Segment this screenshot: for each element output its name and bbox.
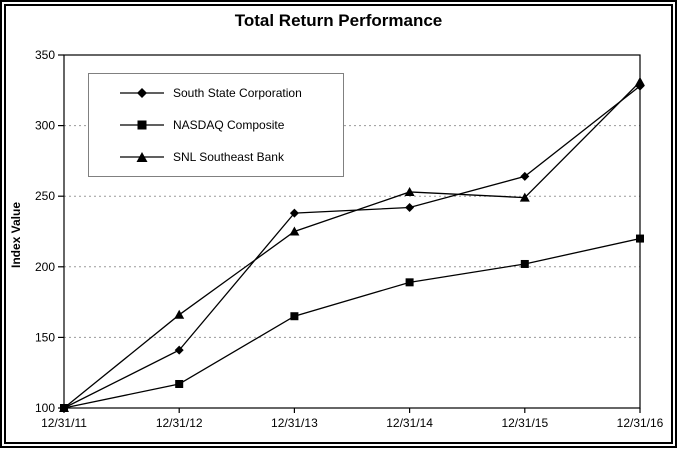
legend-box: South State Corporation NASDAQ Composite… [88,73,344,177]
legend-item-south-state: South State Corporation [119,86,343,100]
series-line [63,81,641,409]
series-line [63,85,641,409]
square-marker [520,259,529,268]
x-tick-label: 12/31/14 [386,416,433,430]
square-marker-icon [120,120,164,130]
y-tick-label: 300 [35,119,55,133]
diamond-marker-icon [120,88,164,98]
x-tick-label: 12/31/13 [271,416,318,430]
x-tick-label: 12/31/15 [501,416,548,430]
y-tick-label: 100 [35,401,55,415]
square-marker [636,234,644,243]
x-tick-label: 12/31/11 [41,416,87,430]
series-line [63,237,641,409]
legend-item-snl-southeast: SNL Southeast Bank [119,150,343,164]
square-marker [175,379,184,388]
diamond-marker [405,202,415,212]
chart-title: Total Return Performance [234,11,443,30]
triangle-marker-icon [120,152,164,162]
triangle-marker [59,403,69,412]
y-tick-label: 350 [35,48,55,62]
y-tick-label: 200 [35,260,55,274]
y-tick-label: 250 [35,189,55,203]
triangle-marker [404,186,415,196]
square-marker [290,312,299,321]
triangle-marker [174,309,185,319]
square-marker [405,278,414,287]
legend-label-snl-southeast: SNL Southeast Bank [173,150,284,164]
y-tick-label: 150 [35,330,55,344]
diamond-marker [520,171,530,181]
y-axis-title: Index Value [9,201,23,269]
triangle-marker [519,192,530,202]
legend-item-nasdaq: NASDAQ Composite [119,118,343,132]
legend-label-nasdaq: NASDAQ Composite [173,118,285,132]
plot-border [63,54,641,409]
diamond-marker [289,208,299,218]
triangle-marker [635,76,645,86]
diamond-marker [174,345,184,355]
legend-label-south-state: South State Corporation [173,86,302,100]
triangle-marker [289,226,300,236]
x-tick-label: 12/31/12 [156,416,203,430]
x-tick-label: 12/31/16 [617,416,664,430]
